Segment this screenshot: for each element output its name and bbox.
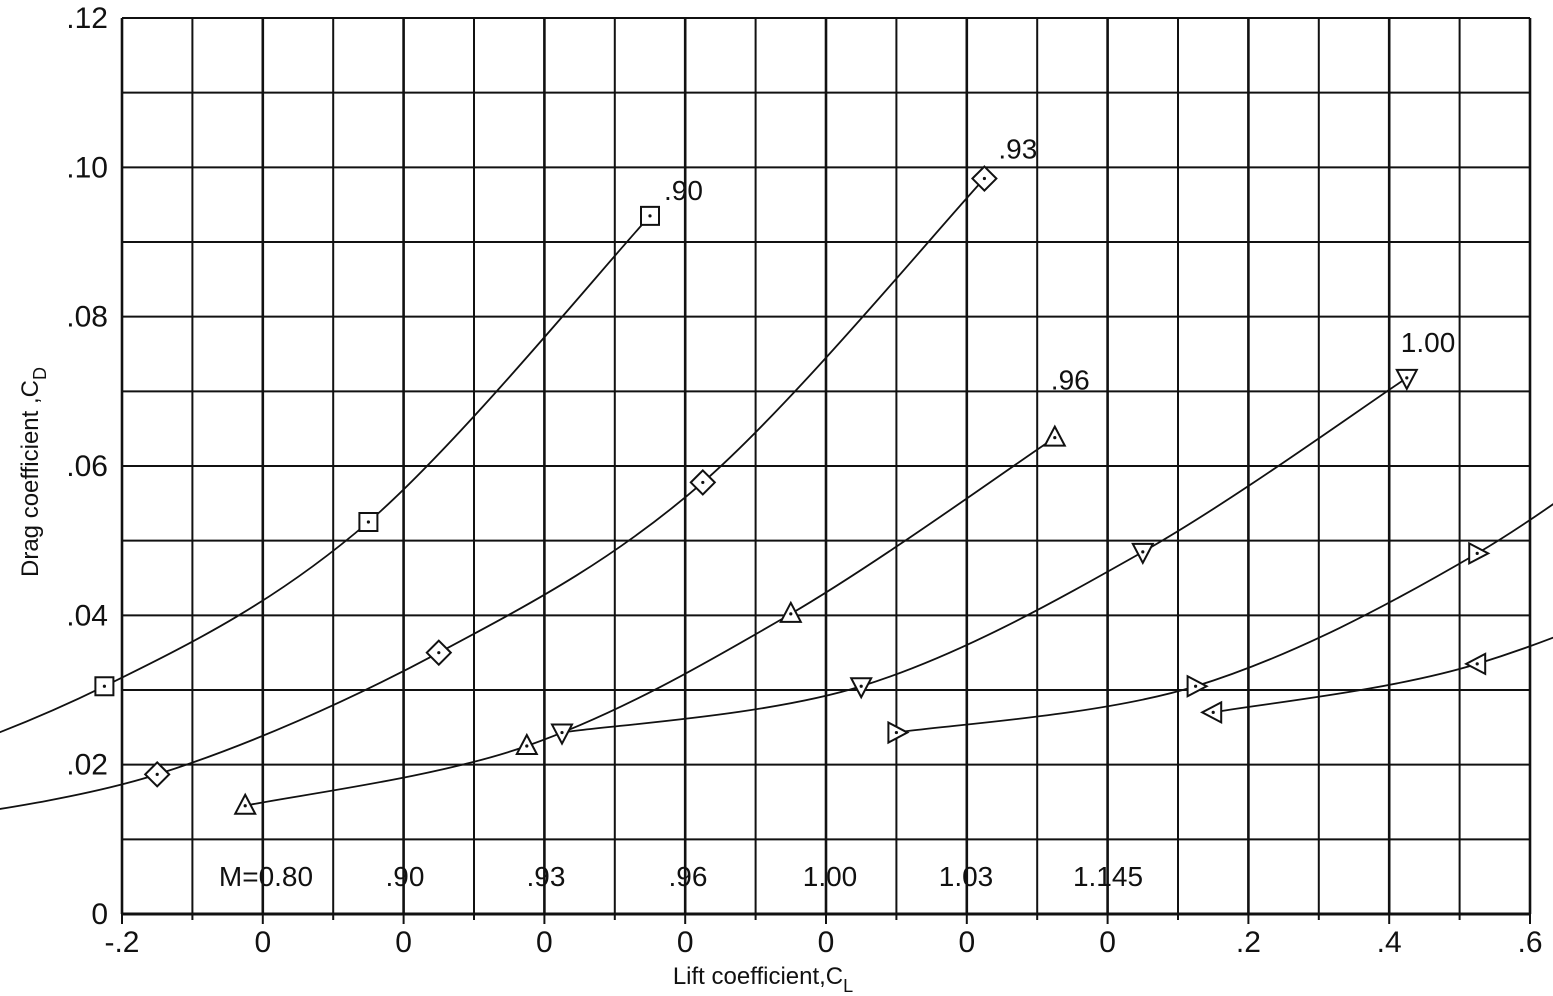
y-tick-label: .02 (66, 749, 108, 782)
x-tick-label: 0 (536, 926, 553, 959)
x-tick-label: .2 (1236, 926, 1261, 959)
x-tick-label: 0 (958, 926, 975, 959)
markers (94, 165, 1491, 815)
x-tick-label: 0 (254, 926, 271, 959)
series-bottom-label: M=0.80 (219, 861, 313, 892)
data-point-dot (701, 480, 705, 485)
y-tick-label: .06 (66, 450, 108, 483)
data-point-dot (560, 730, 564, 735)
data-point-dot (102, 684, 106, 688)
data-point-dot (789, 612, 793, 616)
series-line (1213, 636, 1553, 714)
data-point-dot (859, 684, 863, 688)
curve-labels: M=0.80.90.93.961.001.031.145 (664, 134, 1456, 396)
y-tick-label: .10 (66, 151, 108, 184)
series-bottom-label: 1.00 (803, 861, 858, 892)
series-line (0, 177, 986, 810)
x-tick-label: 0 (818, 926, 835, 959)
data-point-dot (1053, 436, 1057, 440)
x-tick-label: 0 (677, 926, 694, 959)
x-tick-label: .6 (1517, 926, 1542, 959)
x-tick-label: 0 (1099, 926, 1116, 959)
x-axis-label: Lift coefficient,CL (673, 963, 853, 996)
curves (0, 177, 1553, 810)
y-tick-label: .08 (66, 301, 108, 334)
series-bottom-label: .96 (669, 861, 708, 892)
series-top-label: 1.00 (1401, 327, 1456, 358)
data-point-dot (894, 730, 899, 735)
x-tick-label: 0 (395, 926, 412, 959)
series-line (245, 436, 1056, 807)
grid (120, 17, 1532, 924)
series-bottom-label: 1.145 (1073, 861, 1143, 892)
x-tick-label: .4 (1377, 926, 1402, 959)
data-point-dot (155, 772, 159, 776)
y-tick-label: .12 (66, 2, 108, 35)
series-line (561, 377, 1408, 734)
y-tick-label: 0 (91, 898, 108, 931)
series-bottom-label: 1.03 (939, 861, 994, 892)
series-line (0, 215, 651, 734)
data-point-dot (982, 176, 987, 181)
data-point-dot (1475, 662, 1479, 666)
tick-labels: -.2 0 0 0 0 0 0 0.2.4.60.02.04.06.08.10.12M=0.8… (66, 2, 1542, 959)
y-tick-label: .04 (66, 599, 108, 632)
x-tick-label: -.2 (104, 926, 139, 959)
data-point-dot (1194, 684, 1198, 688)
series-bottom-label: .93 (527, 861, 566, 892)
data-point-dot (1405, 376, 1409, 380)
data-point-dot (648, 214, 652, 218)
data-point-dot (1141, 550, 1145, 554)
data-point-dot (243, 804, 247, 808)
series-line (896, 503, 1553, 734)
data-point-dot (437, 651, 441, 655)
series-top-label: .93 (998, 134, 1037, 165)
series-top-label: .90 (664, 175, 703, 206)
data-point-dot (1475, 551, 1479, 555)
data-point-dot (366, 520, 370, 524)
y-axis-label: Drag coefficient ,CD (17, 367, 50, 577)
data-point-dot (1211, 710, 1215, 715)
series-top-label: .96 (1051, 365, 1090, 396)
data-point-dot (525, 744, 529, 748)
series-bottom-label: .90 (386, 861, 425, 892)
